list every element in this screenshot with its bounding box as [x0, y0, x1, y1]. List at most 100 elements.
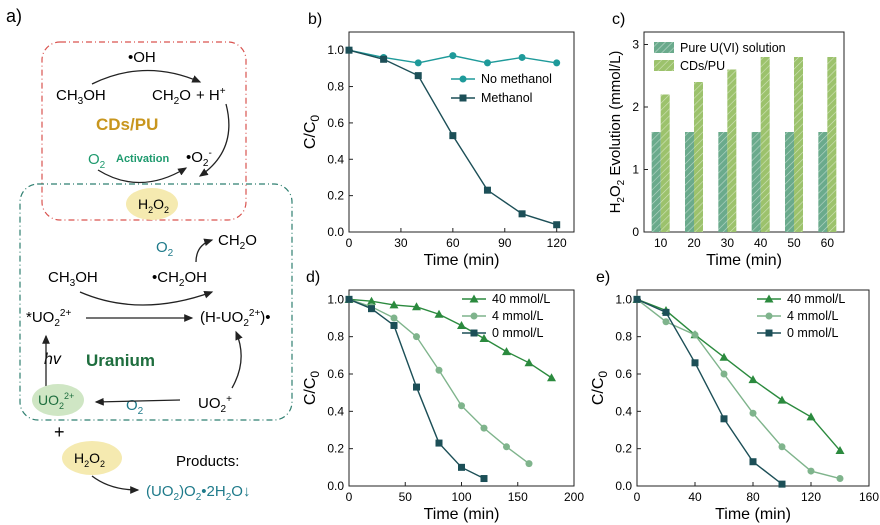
y-tick-label: 3 [632, 38, 639, 52]
y-tick-label: 0.4 [327, 404, 344, 418]
y-tick-label: 1.0 [327, 43, 344, 57]
x-tick-label: 160 [859, 490, 879, 504]
data-point [519, 54, 526, 61]
x-tick-label: 100 [451, 490, 471, 504]
data-point [778, 396, 787, 404]
bar-hatch [752, 132, 761, 232]
x-axis-label: Time (min) [706, 252, 782, 269]
y-tick-label: 1.0 [327, 292, 344, 306]
x-tick-label: 30 [721, 236, 735, 250]
data-point [481, 425, 488, 432]
arrow-oh [92, 70, 200, 84]
y-tick-label: 0.2 [615, 442, 632, 456]
series-line [349, 299, 529, 463]
data-point [368, 305, 375, 312]
x-axis-label: Time (min) [424, 252, 500, 269]
uranium-label: Uranium [86, 351, 155, 370]
panel-a-label: a) [6, 6, 22, 26]
h-uo2-complex: (H-UO22+)• [200, 308, 271, 329]
data-point [721, 371, 728, 378]
data-point [449, 52, 456, 59]
y-axis-label: H2O2 Evolution (mmol/L) [607, 51, 627, 214]
data-point [415, 59, 422, 66]
legend-label: 4 mmol/L [492, 309, 543, 323]
x-tick-label: 40 [688, 490, 702, 504]
arrow-activation [98, 168, 186, 183]
data-point [436, 440, 443, 447]
x-tick-label: 60 [446, 236, 460, 250]
ch2o-top: CH2O [152, 87, 191, 107]
panel-a-diagram: a) •OH CH3OH CH2O + H+ CDs/PU O2 Activat… [6, 6, 292, 503]
y-axis-label: C/C0 [302, 371, 322, 406]
x-tick-label: 0 [634, 490, 641, 504]
bar-hatch [685, 132, 694, 232]
data-point [526, 460, 533, 467]
plus-sign: + [54, 422, 65, 442]
o2-mid: O2 [156, 239, 174, 259]
data-point [663, 309, 670, 316]
products-label: Products: [176, 453, 239, 470]
data-point [837, 475, 844, 482]
x-tick-label: 90 [498, 236, 512, 250]
data-point [484, 59, 491, 66]
y-tick-label: 0.6 [327, 116, 344, 130]
data-point [346, 296, 353, 303]
y-tick-label: 0.4 [327, 152, 344, 166]
h-plus: + H+ [196, 86, 226, 104]
data-point [391, 315, 398, 322]
data-point [502, 347, 511, 355]
arrow-uo2plus [232, 332, 241, 388]
arrow-ch3oh [80, 292, 212, 305]
y-tick-label: 2 [632, 100, 639, 114]
legend-marker [766, 330, 773, 337]
data-point [458, 464, 465, 471]
ch2oh-radical: •CH2OH [152, 269, 207, 289]
data-point [553, 59, 560, 66]
x-axis-label: Time (min) [715, 506, 791, 523]
o2-bottom: O2 [126, 397, 144, 417]
x-tick-label: 60 [821, 236, 835, 250]
data-point [346, 47, 353, 54]
x-tick-label: 0 [346, 490, 353, 504]
o2-activation: O2 [88, 151, 106, 171]
y-tick-label: 0.0 [327, 225, 344, 239]
data-point [692, 331, 699, 338]
legend-swatch-hatch [654, 42, 674, 53]
uo2-excited: *UO22+ [26, 308, 71, 329]
data-point [457, 321, 466, 329]
data-point [484, 187, 491, 194]
chart-b: b) 0 30 60 90 120 0.0 0.2 0.4 0.6 0.8 1.0 Time (min)… [302, 11, 574, 269]
data-point [525, 358, 534, 366]
panel-label: e) [596, 269, 610, 286]
chart-c: c)10 20 30 40 50 600123Time (min)H2O2 Evoluti… [607, 11, 844, 269]
bar-hatch [761, 57, 770, 232]
h2o2-highlight [126, 188, 178, 220]
data-point [553, 221, 560, 228]
legend-label: CDs/PU [680, 59, 725, 73]
x-tick-label: 20 [687, 236, 701, 250]
x-tick-label: 40 [754, 236, 768, 250]
legend-label: 40 mmol/L [492, 292, 550, 306]
x-tick-label: 120 [801, 490, 821, 504]
x-tick-label: 80 [746, 490, 760, 504]
y-tick-label: 0.2 [327, 189, 344, 203]
data-point [458, 402, 465, 409]
y-tick-label: 0 [632, 225, 639, 239]
x-axis-label: Time (min) [424, 506, 500, 523]
legend-marker [471, 330, 478, 337]
data-point [503, 443, 510, 450]
x-tick-label: 30 [394, 236, 408, 250]
arrow-reoxidation [96, 400, 180, 402]
x-tick-label: 0 [346, 236, 353, 250]
cds-pu-label: CDs/PU [96, 115, 158, 134]
x-tick-label: 10 [654, 236, 668, 250]
data-point [413, 333, 420, 340]
y-tick-label: 0.8 [327, 330, 344, 344]
arrow-products [92, 476, 138, 490]
uo2-plus: UO2+ [198, 394, 232, 415]
y-tick-label: 0.6 [327, 367, 344, 381]
chart-e: e) 0 40 80 120 160 0.0 0.2 0.4 0.6 0.8 1.0 Time (min… [590, 269, 879, 523]
ch3oh-mid: CH3OH [48, 269, 98, 289]
data-point [413, 384, 420, 391]
